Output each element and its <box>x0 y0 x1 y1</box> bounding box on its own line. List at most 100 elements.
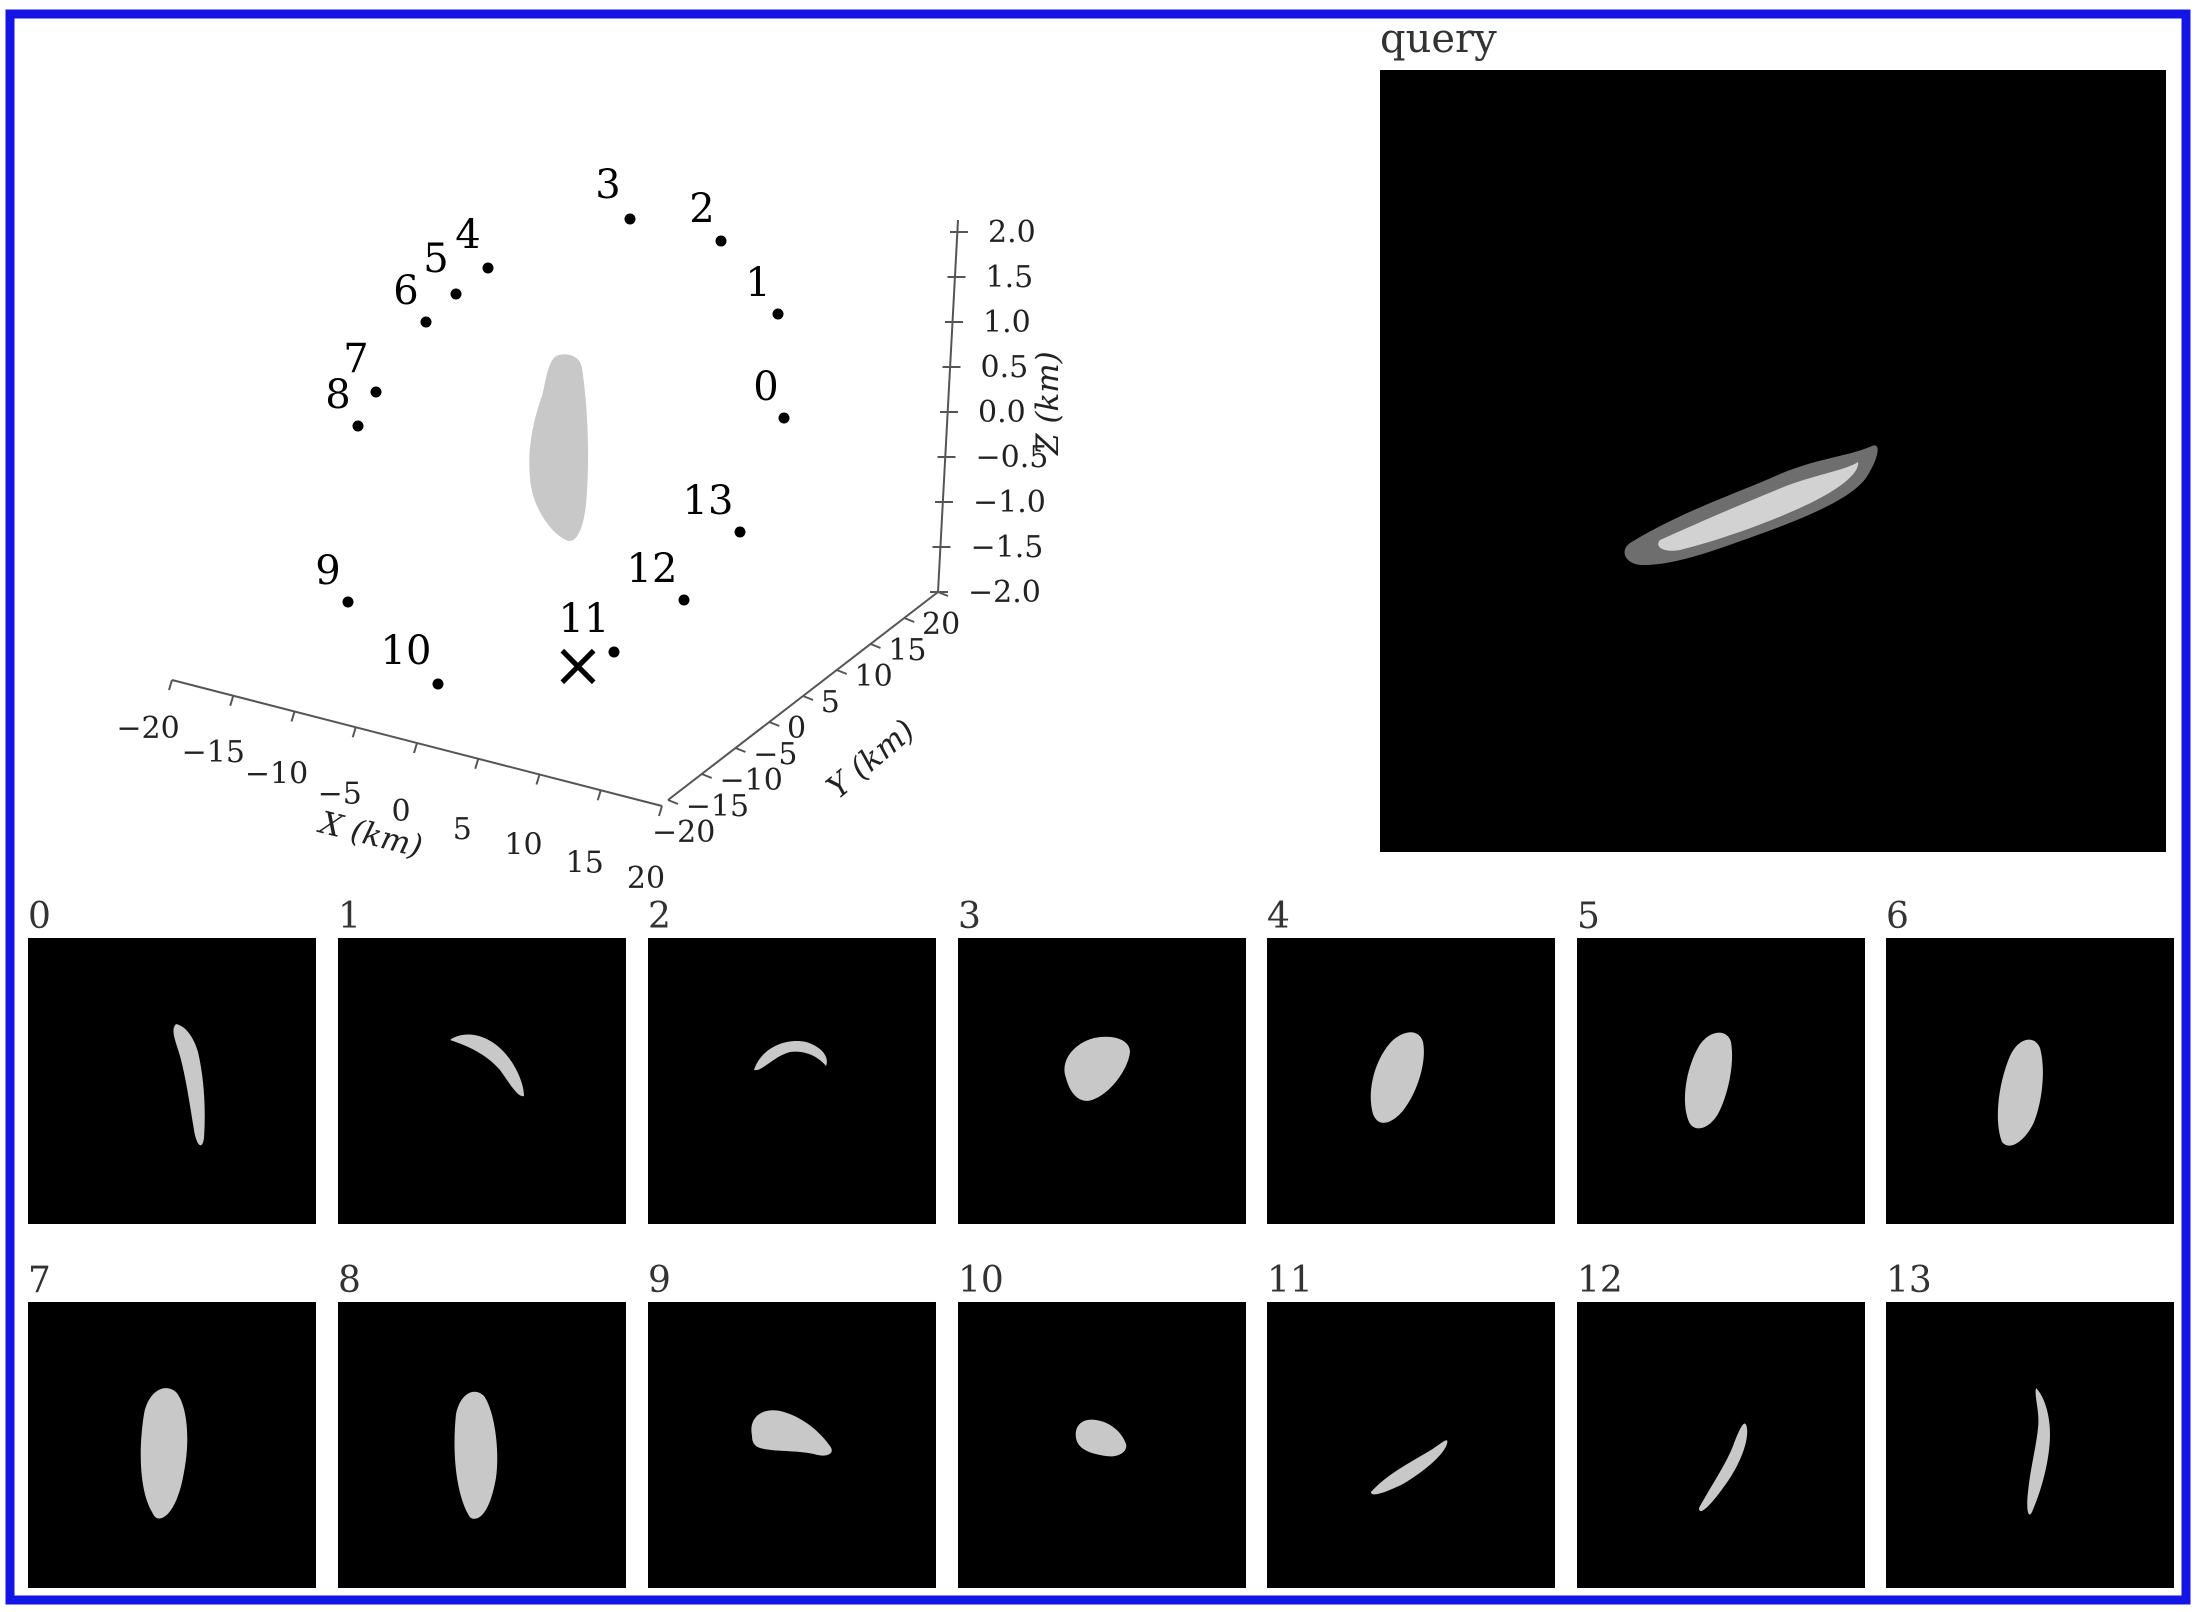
y-tick-mark <box>735 747 746 753</box>
x-tick-mark <box>290 711 296 722</box>
view-panel-label: 13 <box>1886 1260 1932 1301</box>
y-tick-mark <box>768 721 780 727</box>
view-panel-label: 9 <box>648 1260 671 1301</box>
query-position-marker: × <box>552 628 604 701</box>
view-panel-asteroid <box>1075 1419 1127 1457</box>
y-tick-label: 5 <box>821 685 840 720</box>
z-tick-label: 0.0 <box>978 395 1026 430</box>
view-panel-label: 3 <box>958 896 981 937</box>
view-panel-asteroid <box>173 1024 205 1146</box>
query-image <box>1380 70 2166 852</box>
query-asteroid-highlight <box>1658 462 1859 551</box>
view-panel: 10 <box>958 1260 1246 1588</box>
view-panel: 1 <box>338 896 626 1224</box>
y-tick-mark <box>701 773 713 779</box>
view-panel-label: 12 <box>1577 1260 1623 1301</box>
x-tick-label: −20 <box>116 711 179 746</box>
x-tick-label: −5 <box>318 776 362 811</box>
view-panel-image <box>648 938 936 1224</box>
view-panel: 2 <box>648 896 936 1224</box>
view-panel-label: 10 <box>958 1260 1004 1301</box>
view-panel-asteroid <box>1997 1039 2043 1146</box>
z-axis-label: Z (km) <box>1030 351 1066 456</box>
view-panel-image <box>1886 1302 2174 1588</box>
view-panel-image <box>338 938 626 1224</box>
z-tick-label: −2.0 <box>968 575 1041 610</box>
y-tick-label: 0 <box>787 711 806 746</box>
x-tick-mark <box>474 758 480 770</box>
y-tick-label: −15 <box>686 789 749 824</box>
viewpoint-label: 6 <box>393 268 418 314</box>
viewpoint-label: 2 <box>689 186 714 232</box>
y-tick-mark <box>836 669 848 675</box>
view-panel-label: 5 <box>1577 896 1600 937</box>
x-tick-mark <box>596 789 602 801</box>
viewpoint-label: 11 <box>559 596 610 642</box>
y-tick-mark <box>667 799 679 805</box>
view-panel-asteroid <box>140 1388 188 1519</box>
viewpoint-dot <box>420 316 432 328</box>
viewpoint-dot <box>450 288 462 300</box>
view-panels-grid: 0 1 2 3 4 5 67 8 9 10 11 12 13 <box>28 896 2174 1588</box>
viewpoint-label: 5 <box>423 236 448 282</box>
view-panel: 8 <box>338 1260 626 1588</box>
z-tick-label: −1.5 <box>971 530 1044 565</box>
view-panel: 4 <box>1267 896 1555 1224</box>
z-axis-ticks: 2.0 1.5 1.0 0.5 0.0 −0.5 −1.0 −1.5 −2.0 <box>930 215 1048 610</box>
x-tick-label: 0 <box>391 794 410 829</box>
z-tick-label: 1.0 <box>983 305 1031 340</box>
viewpoint-label: 9 <box>315 548 340 594</box>
viewpoint-label: 13 <box>683 478 734 524</box>
x-tick-label: 10 <box>504 828 542 863</box>
query-image-panel: query <box>1380 16 2166 852</box>
viewpoint-label: 7 <box>343 336 368 382</box>
view-panel-asteroid <box>454 1391 498 1519</box>
view-panel: 13 <box>1886 1260 2174 1588</box>
z-tick-label: −0.5 <box>976 440 1049 475</box>
viewpoint-label: 8 <box>325 372 350 418</box>
x-tick-mark <box>535 774 541 785</box>
viewpoint-dot <box>624 213 636 225</box>
view-panel: 9 <box>648 1260 936 1588</box>
z-tick-label: 0.5 <box>981 350 1029 385</box>
viewpoint-label: 0 <box>753 364 778 410</box>
viewpoint-dot <box>608 646 620 658</box>
y-tick-label: −5 <box>753 737 797 772</box>
viewpoint-dot <box>370 386 382 398</box>
z-tick-label: 1.5 <box>986 260 1034 295</box>
viewpoint-dot <box>778 412 790 424</box>
view-panel-label: 1 <box>338 896 361 937</box>
z-axis-line <box>937 219 959 593</box>
x-tick-label: 15 <box>566 845 604 880</box>
viewpoint-label: 12 <box>627 546 678 592</box>
query-title: query <box>1380 16 1497 62</box>
x-tick-mark <box>658 805 663 817</box>
y-tick-mark <box>802 695 814 701</box>
view-panel-label: 6 <box>1886 896 1909 937</box>
view-panel: 7 <box>28 1260 316 1588</box>
viewpoint-dot <box>734 526 746 538</box>
x-tick-label: −15 <box>182 735 245 770</box>
y-tick-label: −10 <box>720 763 783 798</box>
view-panel-image <box>1267 1302 1555 1588</box>
x-tick-mark <box>168 679 173 691</box>
view-panel-asteroid <box>1699 1423 1748 1512</box>
view-panel: 6 <box>1886 896 2174 1224</box>
z-tick-label: −1.0 <box>973 485 1046 520</box>
viewpoint-dot <box>432 678 444 690</box>
x-tick-label: 20 <box>627 861 665 896</box>
viewpoint-dot <box>352 420 364 432</box>
view-panel-label: 7 <box>28 1260 51 1301</box>
view-panel: 5 <box>1577 896 1865 1224</box>
y-tick-label: 15 <box>888 633 926 668</box>
view-panel-label: 8 <box>338 1260 361 1301</box>
x-axis-ticks: −20−15−10 −5 0 5 10 15 20 <box>116 679 665 896</box>
y-tick-mark <box>870 643 881 649</box>
view-panel-label: 0 <box>28 896 51 937</box>
viewpoint-label: 1 <box>745 260 770 306</box>
z-tick-label: 2.0 <box>988 215 1036 250</box>
view-panel-asteroid <box>1371 1440 1448 1495</box>
